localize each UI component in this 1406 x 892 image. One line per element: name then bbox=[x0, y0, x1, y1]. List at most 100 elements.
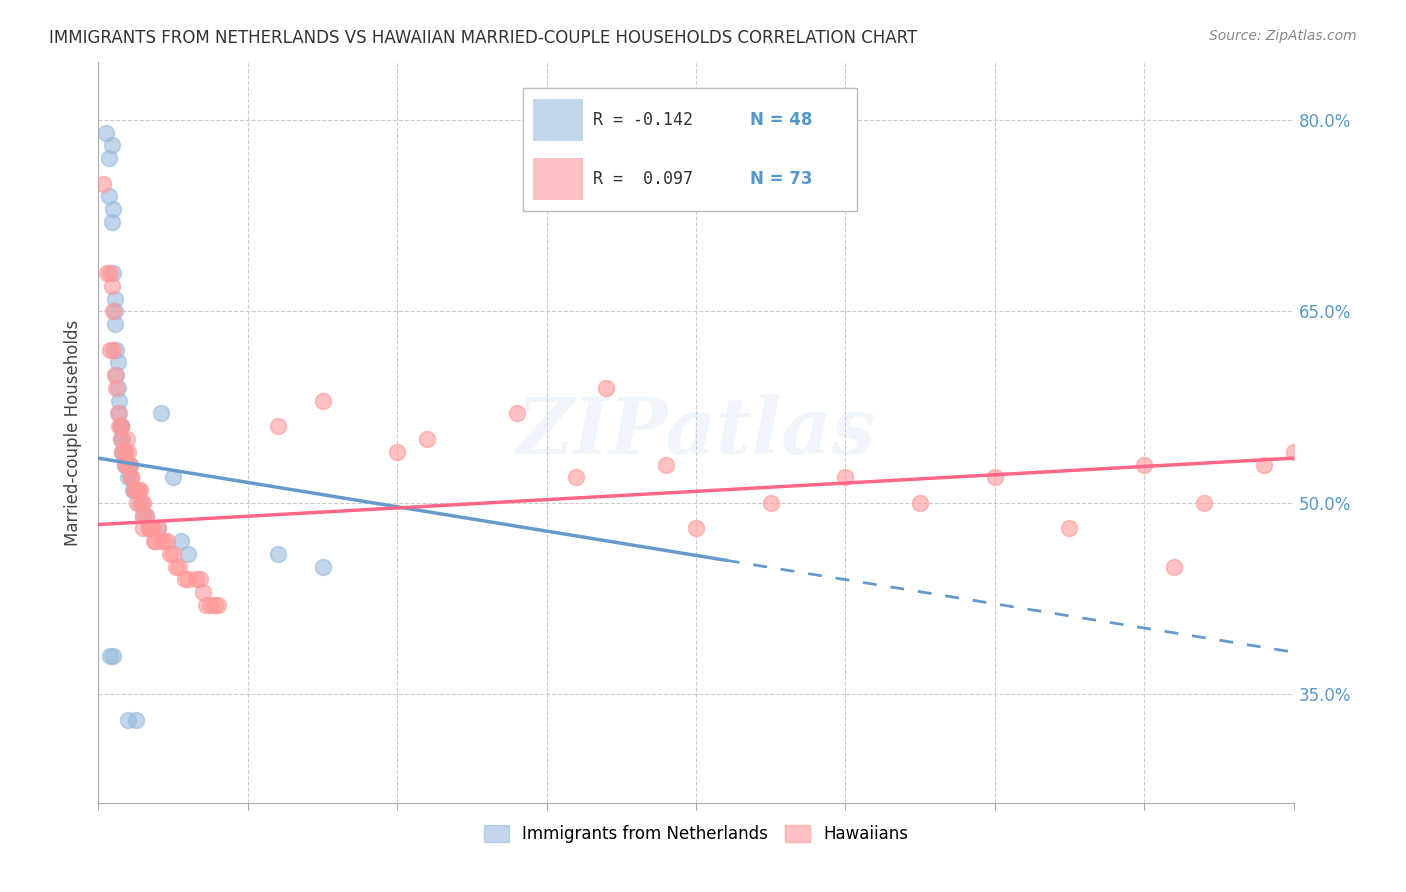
Point bbox=[184, 573, 207, 587]
Point bbox=[103, 266, 125, 280]
Legend: Immigrants from Netherlands, Hawaiians: Immigrants from Netherlands, Hawaiians bbox=[477, 819, 915, 850]
Point bbox=[98, 343, 122, 357]
Point bbox=[91, 177, 114, 191]
Point bbox=[834, 470, 856, 484]
Point bbox=[104, 304, 127, 318]
Text: ZIPatlas: ZIPatlas bbox=[516, 394, 876, 471]
Text: Source: ZipAtlas.com: Source: ZipAtlas.com bbox=[1209, 29, 1357, 44]
Point bbox=[311, 559, 333, 574]
Point bbox=[127, 496, 149, 510]
Point bbox=[124, 483, 146, 497]
Point bbox=[110, 419, 132, 434]
Point bbox=[97, 189, 120, 203]
Point bbox=[153, 534, 176, 549]
Point bbox=[207, 598, 229, 612]
Point bbox=[162, 470, 184, 484]
Point bbox=[108, 419, 131, 434]
Point bbox=[101, 138, 124, 153]
Point bbox=[101, 278, 124, 293]
Point bbox=[132, 521, 155, 535]
Point bbox=[94, 126, 117, 140]
Point bbox=[595, 381, 617, 395]
Point bbox=[139, 521, 162, 535]
Point bbox=[148, 521, 170, 535]
Point bbox=[150, 407, 173, 421]
Point bbox=[112, 444, 135, 458]
Point bbox=[565, 470, 588, 484]
Point bbox=[1059, 521, 1081, 535]
Point bbox=[110, 432, 132, 446]
Point bbox=[311, 393, 333, 408]
Point bbox=[135, 508, 157, 523]
Point bbox=[105, 343, 128, 357]
Point bbox=[114, 458, 136, 472]
Point bbox=[98, 648, 122, 663]
Point bbox=[177, 547, 200, 561]
Point bbox=[108, 407, 131, 421]
Point bbox=[131, 496, 153, 510]
Point bbox=[1253, 458, 1275, 472]
Point bbox=[125, 483, 148, 497]
Point bbox=[101, 215, 124, 229]
Point bbox=[105, 381, 128, 395]
Point bbox=[148, 521, 170, 535]
Point bbox=[191, 585, 214, 599]
Point bbox=[105, 368, 128, 383]
Point bbox=[129, 483, 152, 497]
Point bbox=[416, 432, 439, 446]
Point bbox=[150, 534, 173, 549]
Point bbox=[115, 432, 138, 446]
Point bbox=[108, 393, 131, 408]
Point bbox=[142, 534, 165, 549]
Point bbox=[169, 534, 191, 549]
Y-axis label: Married-couple Households: Married-couple Households bbox=[65, 319, 83, 546]
Point bbox=[159, 547, 181, 561]
Point bbox=[132, 508, 155, 523]
Point bbox=[125, 713, 148, 727]
Point bbox=[204, 598, 226, 612]
Point bbox=[117, 470, 139, 484]
Point bbox=[141, 521, 163, 535]
Point bbox=[1282, 444, 1305, 458]
Point bbox=[117, 458, 139, 472]
Point bbox=[103, 202, 125, 217]
Point bbox=[135, 508, 157, 523]
Point bbox=[759, 496, 782, 510]
Point bbox=[117, 458, 139, 472]
Point bbox=[177, 573, 200, 587]
Point bbox=[165, 559, 187, 574]
Point bbox=[385, 444, 409, 458]
Point bbox=[118, 458, 141, 472]
Point bbox=[506, 407, 529, 421]
Point bbox=[110, 432, 132, 446]
Point bbox=[117, 444, 139, 458]
Point bbox=[908, 496, 931, 510]
Point bbox=[97, 151, 120, 165]
Point bbox=[107, 381, 129, 395]
Point bbox=[98, 266, 122, 280]
Point bbox=[120, 470, 142, 484]
Point bbox=[117, 713, 139, 727]
Point bbox=[195, 598, 218, 612]
Point bbox=[104, 317, 127, 331]
Point bbox=[110, 419, 132, 434]
Point bbox=[103, 304, 125, 318]
Point bbox=[141, 521, 163, 535]
Point bbox=[114, 444, 136, 458]
Point bbox=[111, 444, 134, 458]
Point bbox=[167, 559, 190, 574]
Point bbox=[111, 444, 134, 458]
Point bbox=[104, 292, 127, 306]
Point bbox=[132, 496, 155, 510]
Point bbox=[115, 458, 138, 472]
Point bbox=[124, 483, 146, 497]
Point bbox=[132, 508, 155, 523]
Point bbox=[111, 432, 134, 446]
Point bbox=[1133, 458, 1156, 472]
Point bbox=[174, 573, 197, 587]
Point bbox=[200, 598, 222, 612]
Text: IMMIGRANTS FROM NETHERLANDS VS HAWAIIAN MARRIED-COUPLE HOUSEHOLDS CORRELATION CH: IMMIGRANTS FROM NETHERLANDS VS HAWAIIAN … bbox=[49, 29, 918, 47]
Point bbox=[1163, 559, 1185, 574]
Point bbox=[125, 483, 148, 497]
Point bbox=[156, 534, 179, 549]
